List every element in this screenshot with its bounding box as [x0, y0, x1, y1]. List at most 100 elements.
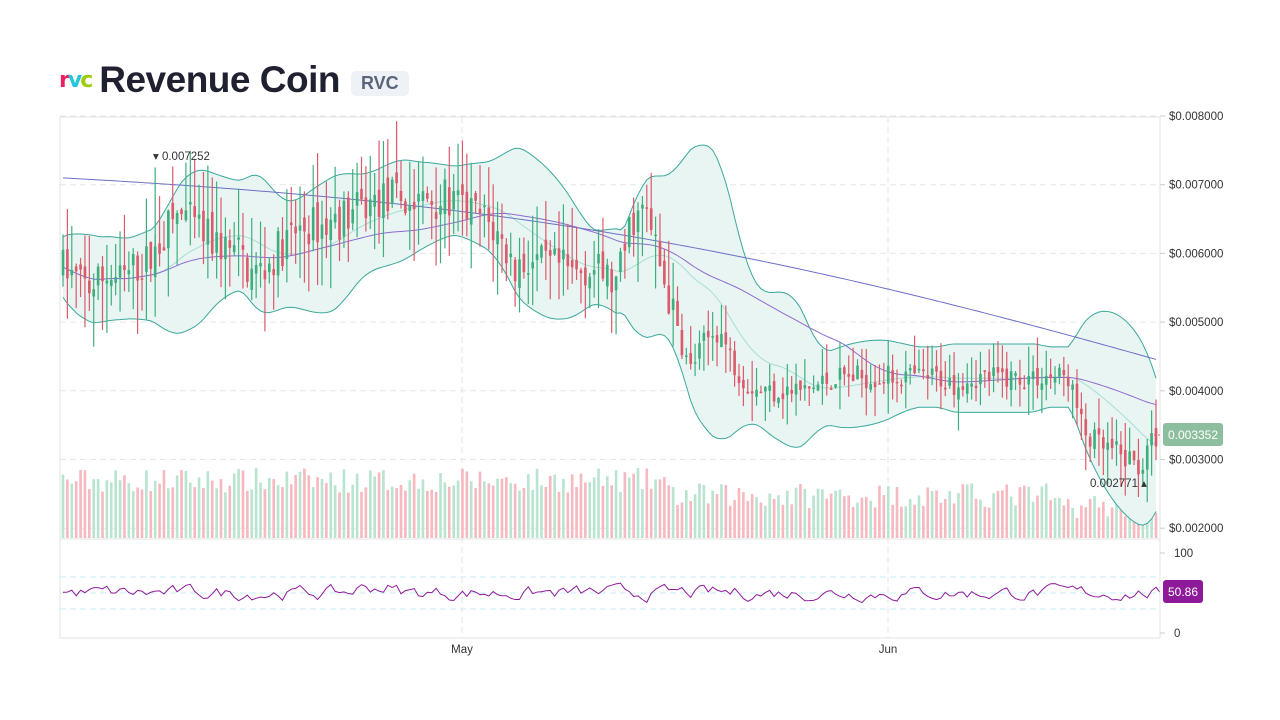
volume-bar	[368, 470, 372, 538]
volume-bar	[737, 487, 741, 538]
candle-body	[882, 382, 886, 384]
candle-body	[755, 389, 758, 397]
candle-body	[193, 206, 197, 218]
candle-body	[1080, 408, 1083, 415]
volume-bar	[158, 483, 161, 538]
volume-bar	[364, 487, 368, 538]
volume-bar	[74, 481, 78, 538]
volume-bar	[864, 496, 868, 538]
volume-bar	[452, 485, 455, 538]
volume-bar	[109, 482, 113, 538]
candle-body	[553, 248, 556, 255]
y-tick-label: $0.008000	[1169, 111, 1223, 123]
ma-short-line	[62, 212, 1157, 406]
volume-bar	[1058, 497, 1061, 538]
candle-body	[535, 254, 539, 261]
volume-bar	[123, 475, 126, 538]
volume-bar	[930, 490, 934, 538]
candle-body	[759, 391, 763, 394]
candle-body	[570, 260, 574, 268]
candle-body	[790, 389, 793, 394]
volume-bar	[1031, 501, 1035, 538]
candle-body	[1022, 387, 1026, 389]
axis-labels: $0.008000 $0.007000 $0.006000 $0.005000 $0.0…	[451, 111, 1223, 656]
candle-body	[421, 191, 425, 202]
volume-bar	[922, 505, 925, 538]
volume-bar	[79, 469, 82, 538]
candle-body	[654, 234, 657, 237]
candle-body	[614, 276, 618, 291]
candle-body	[272, 268, 276, 276]
volume-bar	[259, 482, 262, 538]
volume-bar	[579, 473, 583, 538]
volume-bar	[316, 477, 319, 538]
volume-bar	[803, 488, 807, 538]
volume-bar	[645, 468, 649, 538]
volume-bar	[237, 469, 240, 538]
candle-body	[140, 278, 144, 280]
candle-body	[478, 208, 482, 214]
candle-body	[676, 300, 679, 326]
ticker-badge: RVC	[350, 70, 409, 96]
volume-bar	[807, 507, 811, 538]
candle-body	[399, 190, 403, 202]
volume-bar	[88, 489, 91, 538]
volume-bar	[1001, 490, 1004, 538]
plot-border	[59, 116, 1161, 639]
logo-letter-c: c	[80, 68, 93, 93]
ma-long-line	[62, 177, 1157, 360]
candle-body	[974, 385, 978, 389]
candle-body	[1110, 438, 1114, 449]
volume-bar	[105, 480, 109, 538]
candle-body	[395, 172, 398, 184]
candle-body	[768, 385, 772, 391]
volume-bar	[447, 486, 451, 538]
candle-body	[601, 251, 605, 279]
volume-bar	[698, 483, 701, 538]
volume-bar	[772, 498, 776, 538]
y-tick-label: $0.005000	[1169, 317, 1223, 329]
candle-body	[720, 333, 723, 347]
candle-body	[333, 213, 337, 223]
volume-bar	[70, 483, 74, 538]
candle-body	[347, 197, 350, 229]
volume-bar	[702, 484, 706, 538]
candle-body	[935, 366, 938, 372]
volume-bar	[443, 482, 447, 538]
volume-bar	[654, 479, 657, 538]
volume-bar	[755, 497, 758, 538]
candle-body	[439, 205, 442, 215]
volume-bar	[913, 504, 916, 538]
volume-bar	[509, 483, 513, 538]
candle-body	[711, 336, 714, 338]
candle-body	[979, 373, 982, 385]
volume-bar	[733, 500, 736, 538]
volume-bar	[1071, 507, 1074, 538]
candle-body	[338, 206, 341, 240]
candle-body	[1154, 428, 1158, 447]
volume-bar	[658, 479, 662, 538]
candle-body	[1001, 368, 1004, 373]
bollinger-lower	[62, 235, 1157, 526]
candle-body	[860, 369, 864, 379]
volume-bar	[1036, 495, 1039, 538]
candle-body	[1097, 428, 1101, 435]
volume-bar	[145, 470, 148, 538]
volume-bar	[900, 506, 903, 538]
volume-bar	[777, 495, 780, 538]
candle-body	[566, 254, 570, 267]
candle-body	[1150, 433, 1153, 446]
candle-body	[500, 234, 504, 239]
candle-body	[544, 239, 548, 251]
volume-bar	[307, 475, 311, 538]
candle-body	[342, 200, 346, 237]
candle-body	[540, 245, 543, 258]
volume-bar	[224, 492, 227, 538]
candle-body	[948, 378, 952, 386]
candle-body	[1053, 377, 1057, 383]
volume-bar	[706, 503, 710, 538]
volume-bar	[575, 486, 578, 538]
moving-averages	[62, 177, 1157, 406]
volume-bar	[1106, 516, 1110, 538]
